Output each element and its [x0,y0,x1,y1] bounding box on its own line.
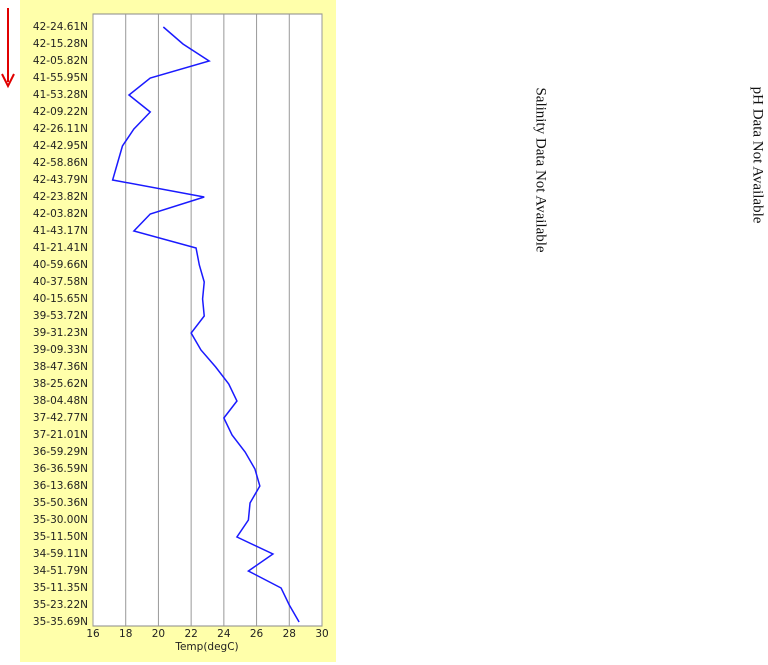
y-tick-label: 35-23.22N [33,599,88,611]
y-tick-label: 42-03.82N [33,208,88,220]
y-tick-label: 39-53.72N [33,310,88,322]
y-tick-label: 36-36.59N [33,463,88,475]
y-tick-label: 42-58.86N [33,157,88,169]
x-tick-label: 20 [152,628,165,640]
y-tick-label: 40-37.58N [33,276,88,288]
x-tick-label: 26 [250,628,264,640]
y-tick-label: 40-15.65N [33,293,88,305]
y-tick-label: 40-59.66N [33,259,88,271]
y-tick-label: 37-42.77N [33,412,88,424]
y-tick-label: 38-25.62N [33,378,88,390]
x-axis-label: Temp(degC) [174,641,238,653]
y-tick-label: 42-42.95N [33,140,88,152]
temperature-line [111,26,300,623]
y-tick-label: 42-43.79N [33,174,88,186]
salinity-note: Salinity Data Not Available [533,87,549,252]
y-tick-label: 42-05.82N [33,55,88,67]
x-tick-label: 18 [119,628,132,640]
y-tick-label: 39-09.33N [33,344,88,356]
y-tick-label: 35-30.00N [33,514,88,526]
y-tick-label: 42-26.11N [33,123,88,135]
plot-area [92,13,323,627]
y-tick-label: 41-53.28N [33,89,88,101]
x-tick-label: 22 [184,628,197,640]
y-tick-label: 36-13.68N [33,480,88,492]
y-tick-label: 35-50.36N [33,497,88,509]
ph-note: pH Data Not Available [750,87,766,224]
y-tick-label: 35-11.50N [33,531,88,543]
y-tick-label: 35-11.35N [33,582,88,594]
y-tick-label: 35-35.69N [33,616,88,628]
y-tick-label: 38-04.48N [33,395,88,407]
x-tick-label: 24 [217,628,231,640]
x-tick-label: 30 [315,628,328,640]
y-tick-label: 37-21.01N [33,429,88,441]
y-tick-label: 39-31.23N [33,327,88,339]
y-tick-label: 42-23.82N [33,191,88,203]
y-tick-label: 41-21.41N [33,242,88,254]
direction-arrow-head [1,73,15,89]
y-tick-label: 38-47.36N [33,361,88,373]
y-tick-label: 36-59.29N [33,446,88,458]
y-tick-label: 41-43.17N [33,225,88,237]
y-tick-label: 41-55.95N [33,72,88,84]
x-tick-label: 16 [86,628,100,640]
y-tick-label: 42-24.61N [33,21,88,33]
y-tick-label: 34-59.11N [33,548,88,560]
y-tick-label: 42-15.28N [33,38,88,50]
y-tick-label: 42-09.22N [33,106,88,118]
y-tick-label: 34-51.79N [33,565,88,577]
x-tick-label: 28 [283,628,296,640]
